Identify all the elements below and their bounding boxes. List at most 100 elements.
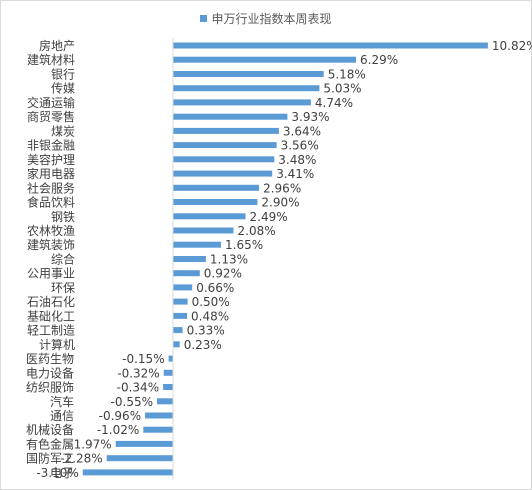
bar-20 — [173, 327, 183, 334]
category-label-23: 电力设备 — [26, 366, 74, 380]
value-label-16: 0.92% — [204, 267, 242, 281]
category-label-16: 公用事业 — [27, 267, 75, 281]
value-label-30: -3.10% — [36, 466, 78, 480]
bar-29 — [106, 455, 173, 462]
bar-15 — [173, 256, 206, 262]
value-label-4: 4.74% — [315, 96, 353, 110]
category-label-5: 商贸零售 — [27, 109, 75, 124]
bar-28 — [115, 440, 173, 447]
value-label-13: 2.08% — [238, 224, 276, 238]
value-label-27: -1.02% — [97, 423, 139, 437]
bar-1 — [173, 56, 356, 63]
category-label-22: 医药生物 — [26, 352, 74, 366]
category-label-24: 纺织服饰 — [26, 381, 74, 395]
value-label-6: 3.64% — [283, 124, 321, 138]
category-label-26: 通信 — [50, 409, 74, 423]
category-label-4: 交通运输 — [27, 95, 75, 110]
category-labels: 房地产建筑材料银行传媒交通运输商贸零售煤炭非银金融美容护理家用电器社会服务食品饮… — [26, 38, 75, 480]
category-label-25: 汽车 — [50, 394, 74, 409]
category-label-27: 机械设备 — [26, 422, 74, 437]
bar-19 — [173, 312, 187, 319]
bar-4 — [173, 99, 311, 106]
category-label-15: 综合 — [51, 252, 75, 267]
category-label-11: 食品饮料 — [27, 195, 75, 210]
value-label-26: -0.96% — [99, 409, 141, 423]
category-label-21: 计算机 — [39, 337, 75, 352]
bar-18 — [173, 298, 188, 305]
bar-30 — [82, 469, 173, 476]
bar-8 — [173, 156, 275, 163]
category-label-18: 石油石化 — [27, 295, 75, 309]
bar-25 — [157, 398, 173, 405]
bar-3 — [173, 85, 320, 92]
category-label-12: 钢铁 — [51, 210, 75, 224]
category-label-8: 美容护理 — [27, 152, 75, 167]
category-label-7: 非银金融 — [27, 138, 75, 153]
category-label-1: 建筑材料 — [27, 52, 75, 67]
category-label-0: 房地产 — [39, 38, 75, 53]
category-label-19: 基础化工 — [27, 309, 75, 323]
category-label-9: 家用电器 — [27, 166, 75, 181]
bar-6 — [173, 127, 279, 134]
bar-12 — [173, 213, 246, 220]
bar-24 — [163, 384, 173, 390]
category-label-14: 建筑装饰 — [27, 237, 75, 252]
value-label-18: 0.50% — [192, 295, 230, 309]
value-label-14: 1.65% — [225, 238, 263, 252]
value-label-3: 5.03% — [323, 82, 361, 96]
bar-2 — [173, 71, 324, 77]
category-label-2: 银行 — [51, 68, 75, 82]
chart-legend: 申万行业指数本周表现 — [1, 12, 531, 26]
value-label-22: -0.15% — [122, 352, 164, 366]
value-label-17: 0.66% — [196, 281, 234, 295]
category-label-6: 煤炭 — [51, 124, 75, 138]
bar-14 — [173, 241, 221, 248]
value-label-1: 6.29% — [360, 53, 398, 67]
value-label-19: 0.48% — [191, 309, 229, 323]
value-label-2: 5.18% — [328, 68, 366, 82]
bar-23 — [163, 369, 173, 376]
bar-16 — [173, 270, 200, 277]
bar-27 — [143, 426, 173, 433]
bar-11 — [173, 199, 258, 205]
value-label-11: 2.90% — [261, 196, 299, 210]
category-label-30: 电子 — [50, 466, 74, 480]
value-label-5: 3.93% — [291, 110, 329, 124]
category-label-13: 农林牧渔 — [27, 224, 75, 238]
category-label-20: 轻工制造 — [27, 324, 75, 338]
value-labels: 10.82% 6.29%5.18%5.03%4.74%3.93%3.64%3.56… — [36, 39, 532, 480]
bars-layer — [82, 42, 488, 476]
value-label-28: -1.97% — [69, 437, 111, 451]
bar-7 — [173, 142, 277, 149]
value-label-0: 10.82% — [492, 39, 532, 53]
value-label-25: -0.55% — [111, 395, 153, 409]
value-label-24: -0.34% — [117, 381, 159, 395]
value-label-20: 0.33% — [187, 324, 225, 338]
value-label-10: 2.96% — [263, 181, 301, 195]
category-label-10: 社会服务 — [27, 180, 75, 195]
category-label-3: 传媒 — [51, 81, 75, 96]
bar-26 — [145, 412, 173, 419]
bar-13 — [173, 227, 234, 234]
bar-17 — [173, 284, 193, 291]
bar-5 — [173, 113, 288, 120]
bar-21 — [173, 341, 180, 348]
value-label-9: 3.41% — [276, 167, 314, 181]
value-label-29: -2.28% — [60, 452, 102, 466]
value-label-8: 3.48% — [278, 153, 316, 167]
category-label-28: 有色金属 — [26, 436, 74, 451]
value-label-7: 3.56% — [281, 139, 319, 153]
bar-9 — [173, 170, 273, 177]
value-label-12: 2.49% — [250, 210, 288, 224]
value-label-15: 1.13% — [210, 253, 248, 267]
legend-label: 申万行业指数本周表现 — [211, 12, 332, 26]
value-label-23: -0.32% — [117, 366, 159, 380]
value-label-21: 0.23% — [184, 338, 222, 352]
legend-swatch — [200, 15, 208, 22]
bar-10 — [173, 184, 260, 191]
category-label-29: 国防军工 — [26, 451, 74, 466]
bar-22 — [168, 355, 173, 362]
bar-0 — [173, 42, 488, 49]
